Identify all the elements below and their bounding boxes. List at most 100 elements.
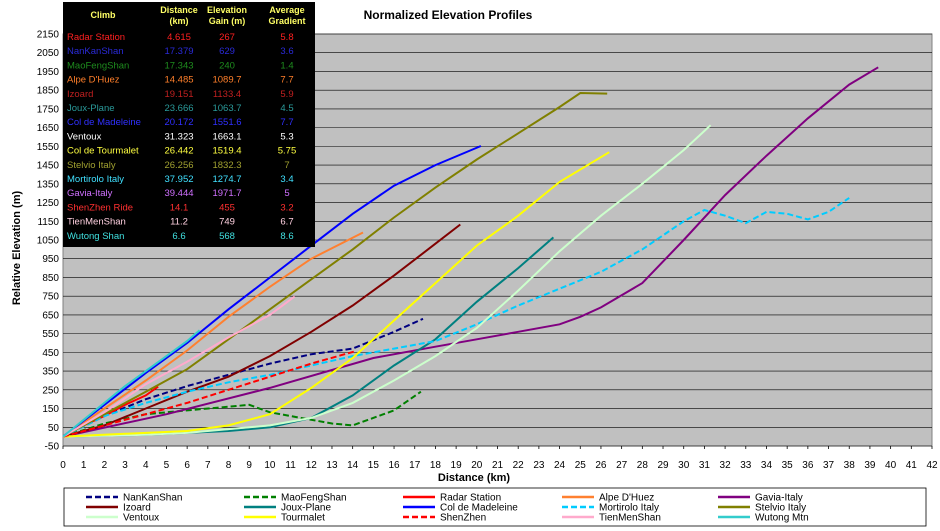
table-header: Distance xyxy=(160,5,198,15)
y-tick-label: 2150 xyxy=(37,30,60,41)
table-cell-gradient: 7 xyxy=(284,160,289,171)
x-tick-label: 37 xyxy=(823,460,835,471)
legend-label: Wutong Mtn xyxy=(755,513,809,524)
y-tick-label: 550 xyxy=(42,329,59,340)
table-cell-gain: 1663.1 xyxy=(212,131,241,142)
legend-box xyxy=(63,487,927,527)
table-cell-name: Col de Tourmalet xyxy=(67,146,139,157)
y-tick-label: 450 xyxy=(42,348,59,359)
x-tick-label: 7 xyxy=(205,460,211,471)
table-cell-name: MaoFengShan xyxy=(67,60,129,71)
table-cell-name: TienMenShan xyxy=(67,217,126,228)
table-cell-gradient: 1.4 xyxy=(280,60,293,71)
series-line-mortirolo-italy xyxy=(62,197,850,438)
table-cell-name: ShenZhen Ride xyxy=(67,202,133,213)
chart-title: Normalized Elevation Profiles xyxy=(364,8,533,22)
table-cell-gain: 1551.6 xyxy=(212,117,241,128)
table-cell-gain: 267 xyxy=(219,32,235,43)
table-cell-distance: 20.172 xyxy=(164,117,193,128)
series-line-col-de-madeleine xyxy=(62,145,482,438)
x-tick-label: 26 xyxy=(595,460,607,471)
legend-label: Stelvio Italy xyxy=(755,503,806,514)
table-cell-gain: 1274.7 xyxy=(212,174,241,185)
table-cell-distance: 37.952 xyxy=(164,174,193,185)
table-cell-gradient: 5.75 xyxy=(278,146,297,157)
x-tick-label: 14 xyxy=(347,460,359,471)
table-cell-name: Stelvio Italy xyxy=(67,160,116,171)
table-cell-name: Ventoux xyxy=(67,131,102,142)
table-cell-distance: 26.442 xyxy=(164,146,193,157)
legend-label: Joux-Plane xyxy=(281,503,331,514)
x-tick-label: 18 xyxy=(430,460,442,471)
legend-label: Alpe D'Huez xyxy=(599,493,654,504)
x-tick-label: 10 xyxy=(264,460,276,471)
legend-label: TienMenShan xyxy=(599,513,661,524)
series-line-tourmalet xyxy=(62,151,610,438)
x-tick-label: 25 xyxy=(575,460,587,471)
x-tick-label: 24 xyxy=(554,460,566,471)
x-tick-label: 0 xyxy=(60,460,66,471)
table-cell-gradient: 5.9 xyxy=(280,89,293,100)
table-cell-name: Mortirolo Italy xyxy=(67,174,124,185)
y-tick-label: 1150 xyxy=(37,217,59,228)
x-tick-label: 11 xyxy=(285,460,296,471)
x-tick-label: 35 xyxy=(782,460,794,471)
table-header: Gain (m) xyxy=(209,16,246,26)
legend-label: Izoard xyxy=(123,503,151,514)
table-cell-name: NanKanShan xyxy=(67,46,124,57)
table-cell-distance: 14.1 xyxy=(170,202,189,213)
table-cell-gain: 1971.7 xyxy=(212,188,241,199)
x-tick-label: 32 xyxy=(720,460,732,471)
table-cell-gradient: 5 xyxy=(284,188,289,199)
x-tick-label: 38 xyxy=(844,460,856,471)
x-tick-label: 16 xyxy=(388,460,400,471)
table-cell-distance: 6.6 xyxy=(172,231,185,242)
x-tick-label: 30 xyxy=(678,460,690,471)
series-line-ventoux xyxy=(62,124,712,438)
table-cell-distance: 17.343 xyxy=(164,60,193,71)
table-cell-gain: 455 xyxy=(219,202,235,213)
table-cell-name: Wutong Shan xyxy=(67,231,124,242)
table-cell-gradient: 4.5 xyxy=(280,103,293,114)
x-tick-label: 8 xyxy=(226,460,232,471)
y-tick-label: 750 xyxy=(42,292,59,303)
table-cell-gain: 1519.4 xyxy=(212,146,241,157)
table-background xyxy=(63,2,315,247)
table-cell-gain: 749 xyxy=(219,217,235,228)
table-cell-distance: 17.379 xyxy=(164,46,193,57)
table-header: Average xyxy=(269,5,304,15)
table-cell-name: Col de Madeleine xyxy=(67,117,141,128)
table-cell-gradient: 3.6 xyxy=(280,46,293,57)
series-line-tienmenshan xyxy=(62,295,296,438)
y-tick-label: 1350 xyxy=(37,179,60,190)
table-cell-name: Izoard xyxy=(67,89,93,100)
table-cell-gradient: 6.7 xyxy=(280,217,293,228)
legend-label: Ventoux xyxy=(123,513,159,524)
y-tick-label: 1650 xyxy=(37,123,60,134)
table-cell-gradient: 5.8 xyxy=(280,32,293,43)
y-tick-label: 50 xyxy=(48,423,60,434)
table-cell-gain: 1063.7 xyxy=(212,103,241,114)
x-tick-label: 31 xyxy=(699,460,711,471)
x-tick-label: 27 xyxy=(616,460,628,471)
table-cell-gradient: 8.6 xyxy=(280,231,293,242)
table-cell-distance: 19.151 xyxy=(164,89,193,100)
legend-label: Gavia-Italy xyxy=(755,493,803,504)
series-line-maofengshan xyxy=(62,390,422,438)
series-line-stelvio-italy xyxy=(62,91,608,438)
y-tick-label: 1450 xyxy=(37,161,60,172)
x-tick-label: 28 xyxy=(637,460,649,471)
x-tick-label: 20 xyxy=(471,460,483,471)
table-cell-gain: 1832.3 xyxy=(212,160,241,171)
table-cell-name: Gavia-Italy xyxy=(67,188,113,199)
chart-legend: NanKanShan MaoFengShan Radar Station Alpe D… xyxy=(63,487,927,527)
x-tick-label: 13 xyxy=(326,460,338,471)
table-cell-gradient: 7.7 xyxy=(280,117,293,128)
table-header: Elevation xyxy=(207,5,247,15)
legend-label: NanKanShan xyxy=(123,493,183,504)
table-cell-gain: 240 xyxy=(219,60,235,71)
x-tick-label: 36 xyxy=(802,460,814,471)
x-tick-label: 17 xyxy=(409,460,421,471)
